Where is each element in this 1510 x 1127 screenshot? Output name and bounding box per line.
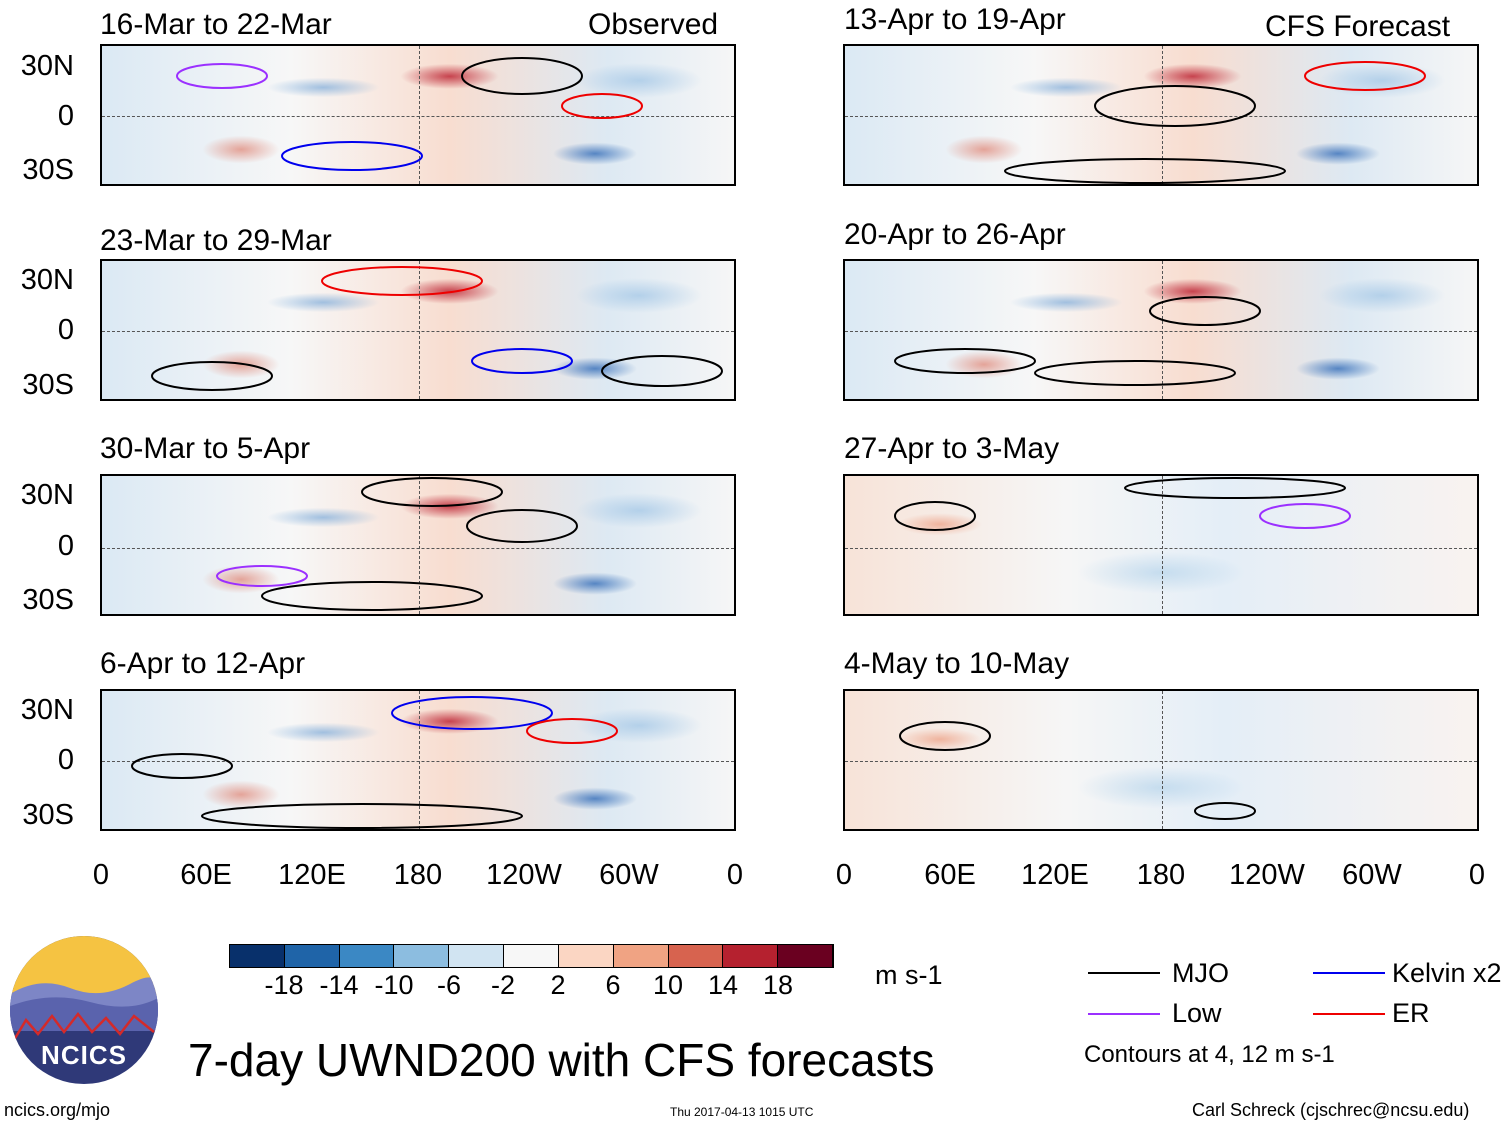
colorbar-label: 10 <box>652 970 684 1000</box>
legend-label-mjo: MJO <box>1172 958 1229 988</box>
x-tick: 120E <box>1021 859 1089 891</box>
y-tick-0: 0 <box>57 744 74 776</box>
colorbar-swatch <box>504 945 559 967</box>
x-tick: 60E <box>924 859 976 891</box>
legend-line-er <box>1313 1013 1385 1015</box>
panel-title-left-1: 16-Mar to 22-Mar <box>100 8 332 41</box>
y-tick-30s: 30S <box>22 154 74 186</box>
panel-title-right-1: 13-Apr to 19-Apr <box>844 3 1066 36</box>
colorbar-swatch <box>723 945 779 967</box>
main-title: 7-day UWND200 with CFS forecasts <box>188 1034 935 1086</box>
author-credit: Carl Schreck (cjschrec@ncsu.edu) <box>1192 1100 1470 1120</box>
y-tick-30n: 30N <box>20 479 74 511</box>
x-tick: 0 <box>726 859 744 891</box>
map-panel-right-1 <box>843 44 1479 186</box>
map-panel-left-1 <box>100 44 736 186</box>
contours-note: Contours at 4, 12 m s-1 <box>1084 1041 1335 1068</box>
website-link[interactable]: ncics.org/mjo <box>4 1100 111 1120</box>
legend-line-mjo <box>1088 972 1160 974</box>
contour-overlay <box>131 696 618 829</box>
legend-line-kelvin <box>1313 972 1385 974</box>
colorbar-swatch <box>339 945 395 967</box>
colorbar-swatch <box>284 945 340 967</box>
x-tick: 120W <box>486 859 562 891</box>
contour-overlay <box>1004 61 1426 184</box>
colorbar-label: -2 <box>490 970 516 1000</box>
contour-overlay <box>894 296 1261 386</box>
panel-title-left-2: 23-Mar to 29-Mar <box>100 224 332 257</box>
y-tick-30n: 30N <box>20 50 74 82</box>
y-tick-30s: 30S <box>22 584 74 616</box>
x-tick: 120E <box>278 859 346 891</box>
colorbar-label: -18 <box>264 970 304 1000</box>
colorbar-label: -6 <box>436 970 462 1000</box>
forecast-label: CFS Forecast <box>1265 10 1451 43</box>
y-tick-0: 0 <box>57 314 74 346</box>
x-tick: 180 <box>1136 859 1186 891</box>
colorbar-label: 6 <box>605 970 621 1000</box>
contour-overlay <box>176 57 643 171</box>
x-tick: 0 <box>835 859 853 891</box>
y-tick-30n: 30N <box>20 264 74 296</box>
y-tick-30s: 30S <box>22 369 74 401</box>
y-tick-30s: 30S <box>22 799 74 831</box>
logo-text: NCICS <box>41 1040 127 1070</box>
panel-title-right-4: 4-May to 10-May <box>844 647 1070 680</box>
y-tick-0: 0 <box>57 530 74 562</box>
panel-title-right-2: 20-Apr to 26-Apr <box>844 218 1066 251</box>
timestamp: Thu 2017-04-13 1015 UTC <box>670 1105 814 1119</box>
colorbar-swatch <box>394 945 450 967</box>
colorbar-swatch <box>449 945 505 967</box>
y-tick-0: 0 <box>57 100 74 132</box>
map-panel-right-2 <box>843 259 1479 401</box>
x-tick: 60W <box>599 859 659 891</box>
colorbar-label: 14 <box>707 970 739 1000</box>
legend-label-low: Low <box>1172 998 1222 1028</box>
colorbar-label: -10 <box>374 970 414 1000</box>
map-panel-left-4 <box>100 689 736 831</box>
contour-overlay <box>151 266 723 391</box>
legend-line-low <box>1088 1013 1160 1015</box>
ncics-logo: NCICS <box>10 936 158 1084</box>
colorbar-swatch <box>778 945 833 967</box>
colorbar-units: m s-1 <box>875 960 943 990</box>
x-tick: 60W <box>1342 859 1402 891</box>
colorbar-labels: -18 -14 -10 -6 -2 2 6 10 14 18 <box>229 972 834 1002</box>
colorbar <box>229 944 834 968</box>
colorbar-label: -14 <box>319 970 359 1000</box>
contour-overlay <box>899 721 1256 820</box>
colorbar-label: 2 <box>550 970 566 1000</box>
colorbar-swatch <box>668 945 724 967</box>
map-panel-right-3 <box>843 474 1479 616</box>
map-panel-right-4 <box>843 689 1479 831</box>
colorbar-swatch <box>613 945 669 967</box>
panel-title-right-3: 27-Apr to 3-May <box>844 432 1060 465</box>
legend-label-kelvin: Kelvin x2 <box>1392 958 1502 988</box>
panel-title-left-4: 6-Apr to 12-Apr <box>100 647 306 680</box>
panel-title-left-3: 30-Mar to 5-Apr <box>100 432 311 465</box>
map-panel-left-3 <box>100 474 736 616</box>
map-panel-left-2 <box>100 259 736 401</box>
legend-label-er: ER <box>1392 998 1430 1028</box>
y-tick-30n: 30N <box>20 694 74 726</box>
x-tick: 60E <box>180 859 232 891</box>
x-tick: 0 <box>92 859 110 891</box>
x-tick: 120W <box>1229 859 1305 891</box>
contour-overlay <box>216 477 578 611</box>
colorbar-swatch <box>558 945 614 967</box>
colorbar-swatch <box>230 945 285 967</box>
x-tick: 0 <box>1468 859 1486 891</box>
contour-overlay <box>894 477 1351 531</box>
x-tick: 180 <box>393 859 443 891</box>
colorbar-label: 18 <box>762 970 794 1000</box>
observed-label: Observed <box>588 8 719 41</box>
